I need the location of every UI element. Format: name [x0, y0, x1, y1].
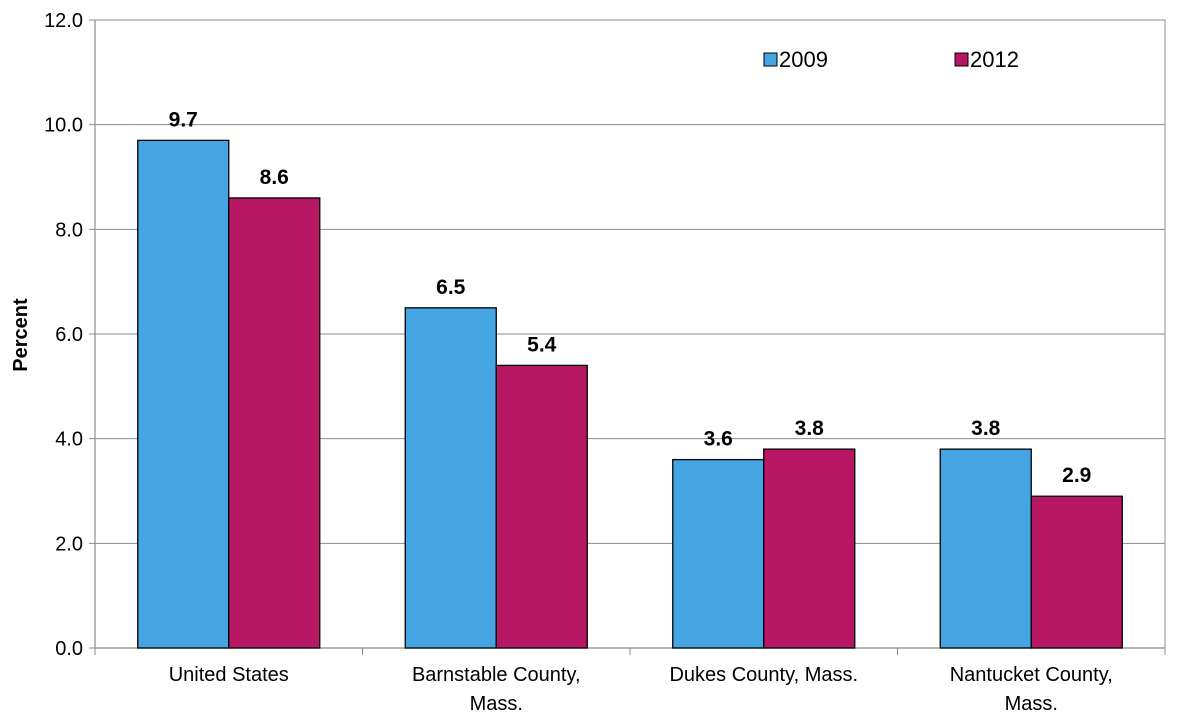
- x-category-label: Barnstable County,: [412, 664, 581, 686]
- data-label: 5.4: [527, 333, 557, 356]
- x-category-label: Dukes County, Mass.: [669, 664, 858, 686]
- y-axis-title: Percent: [10, 298, 32, 372]
- x-category-label: Nantucket County,: [950, 664, 1113, 686]
- data-label: 6.5: [436, 276, 466, 299]
- x-category-label: United States: [169, 664, 289, 686]
- y-tick-label: 12.0: [44, 10, 83, 32]
- bar-2012: [763, 448, 856, 649]
- data-label: 9.7: [169, 108, 198, 131]
- x-category-label: Mass.: [470, 693, 523, 715]
- legend-label: 2009: [779, 47, 828, 72]
- y-tick-label: 10.0: [44, 115, 83, 137]
- y-tick-label: 8.0: [55, 219, 83, 241]
- data-label: 3.8: [971, 417, 1001, 440]
- x-category-label: Mass.: [1005, 693, 1058, 715]
- data-label: 3.8: [795, 417, 825, 440]
- legend: 2009 2012: [763, 47, 1019, 72]
- y-tick-label: 4.0: [55, 429, 83, 451]
- value-labels: 9.7 8.6 6.5 5.4 3.6 3.8 3.8 2.9: [169, 108, 1092, 487]
- data-label: 8.6: [260, 166, 289, 189]
- legend-swatch-2012: [954, 52, 969, 67]
- bar-2009: [404, 307, 497, 649]
- bar-2012: [228, 197, 321, 649]
- legend-swatch-2009: [763, 52, 778, 67]
- bar-2009: [137, 139, 230, 649]
- bars: [137, 139, 1123, 649]
- legend-label: 2012: [970, 47, 1019, 72]
- bar-2012: [1030, 495, 1123, 649]
- y-tick-label: 2.0: [55, 533, 83, 555]
- bar-2009: [672, 458, 765, 649]
- y-tick-label: 6.0: [55, 324, 83, 346]
- bar-2009: [939, 448, 1032, 649]
- y-tick-label: 0.0: [55, 638, 83, 660]
- bar-2012: [495, 364, 588, 649]
- data-label: 3.6: [704, 428, 733, 451]
- data-label: 2.9: [1062, 464, 1091, 487]
